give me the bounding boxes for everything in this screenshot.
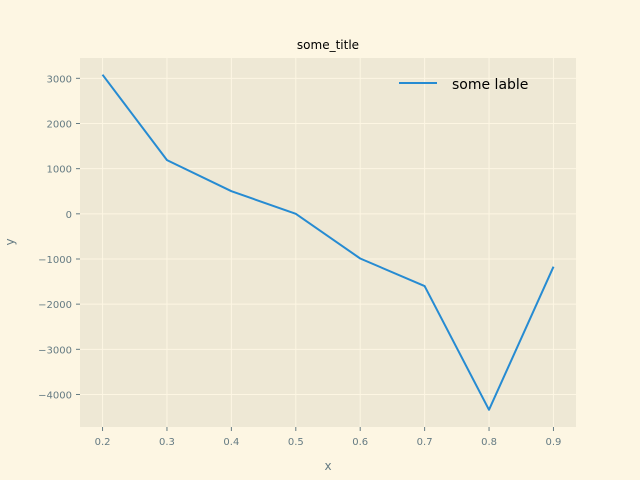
y-tick-label: −3000 <box>38 345 72 356</box>
y-tick-label: 0 <box>66 210 72 221</box>
x-tick-label: 0.6 <box>352 437 368 448</box>
y-tick-label: 1000 <box>47 165 72 176</box>
chart-title: some_title <box>297 38 359 52</box>
x-tick-label: 0.9 <box>546 437 562 448</box>
plot-area <box>80 58 576 427</box>
series-layer <box>101 74 555 411</box>
x-ticks: 0.2 0.3 0.4 0.5 0.6 0.7 0.8 0.9 <box>95 427 562 448</box>
y-tick-label: 2000 <box>47 119 72 130</box>
x-tick-label: 0.5 <box>288 437 304 448</box>
x-tick-label: 0.7 <box>417 437 433 448</box>
y-tick-label: −2000 <box>38 300 72 311</box>
x-tick-label: 0.8 <box>481 437 497 448</box>
legend: some lable <box>399 77 528 93</box>
y-tick-label: 3000 <box>47 74 72 85</box>
y-axis-label: y <box>3 238 17 245</box>
x-axis-label: x <box>324 459 331 473</box>
x-tick-label: 0.4 <box>223 437 239 448</box>
y-ticks: −4000 −3000 −2000 −1000 0 1000 2000 3000 <box>38 74 80 401</box>
y-tick-label: −1000 <box>38 255 72 266</box>
x-tick-label: 0.2 <box>95 437 111 448</box>
series-line <box>101 74 555 411</box>
grid-lines <box>80 58 576 427</box>
legend-label: some lable <box>452 77 528 93</box>
y-tick-label: −4000 <box>38 390 72 401</box>
x-tick-label: 0.3 <box>159 437 175 448</box>
